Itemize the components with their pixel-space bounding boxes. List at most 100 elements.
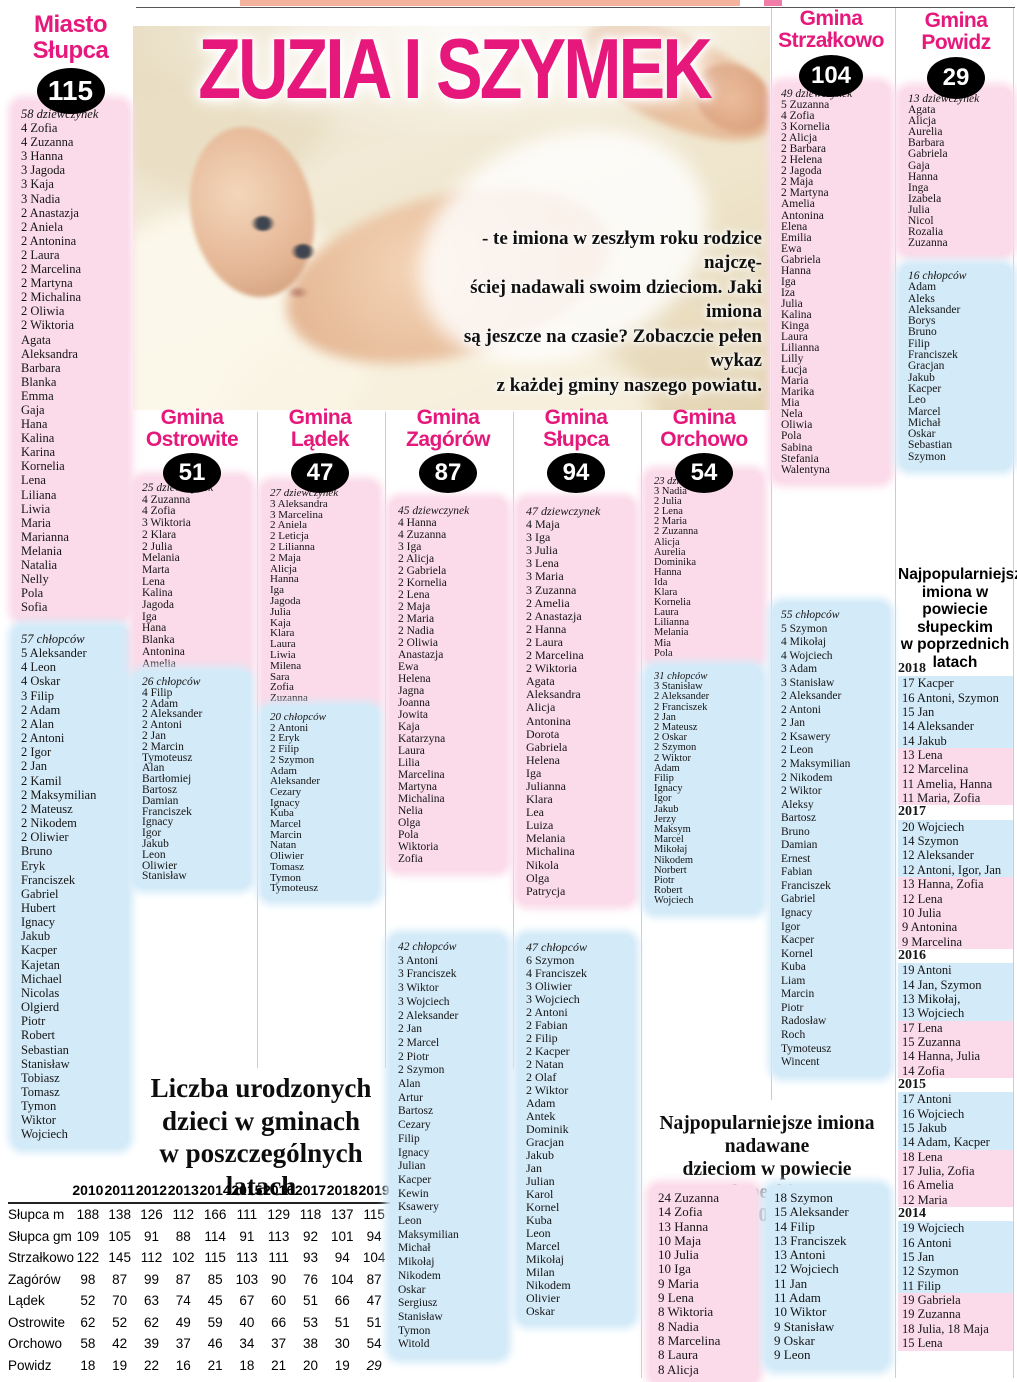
list-item: Zuzanna <box>908 237 948 250</box>
list-item: Jakub <box>908 371 935 384</box>
list-item: Aleksander <box>908 303 961 316</box>
list-item: Kuba <box>526 1213 552 1227</box>
list-item: Agata <box>21 332 51 347</box>
list-item: 2 Adam <box>21 702 61 717</box>
value-cell: 19 <box>112 1357 128 1373</box>
list-item: 9 Maria <box>658 1275 699 1291</box>
list-item: Lena <box>21 473 46 488</box>
list-item: 2 Laura <box>21 247 60 262</box>
list-item: Alicja <box>526 700 556 715</box>
row-label: Zagórów <box>8 1271 61 1287</box>
count-badge-gmina-zagorow: 87 <box>419 453 477 493</box>
value-cell: 22 <box>143 1357 159 1373</box>
list-item: 9 Leon <box>774 1347 811 1363</box>
list-item: 2 Maksymilian <box>21 787 97 802</box>
list-item: 2 Aleksander <box>781 690 842 703</box>
list-item: Sabina <box>781 441 813 454</box>
list-item: Kornelia <box>21 459 65 474</box>
list-item: Sergiusz <box>398 1297 438 1310</box>
list-item: 2 Laura <box>526 634 563 649</box>
list-item: 3 Nadia <box>21 191 61 206</box>
list-item: Ignacy <box>654 783 683 795</box>
list-item: Kornel <box>781 947 813 960</box>
list-item: Piotr <box>21 1014 46 1029</box>
list-item: Kuba <box>781 961 806 974</box>
list-item: 8 Laura <box>658 1347 699 1363</box>
list-item: Dominik <box>526 1122 569 1136</box>
value-cell: 53 <box>302 1314 318 1330</box>
list-item: Julian <box>398 1160 426 1173</box>
list-item: Gabriela <box>526 739 568 754</box>
history-entry: 19 Gabriela <box>898 1293 1014 1308</box>
list-item: 2 Barbara <box>781 143 827 156</box>
value-cell: 67 <box>239 1293 255 1308</box>
list-item: Kaja <box>270 616 291 629</box>
list-item: Kacper <box>781 934 815 947</box>
list-item: Jakub <box>142 837 169 850</box>
list-item: Szymon <box>908 450 946 463</box>
list-item: 2 Aniela <box>270 519 307 532</box>
list-item: 4 Wojciech <box>781 649 833 662</box>
list-item: Oskar <box>908 428 936 441</box>
list-item: 2 Igor <box>21 745 52 760</box>
list-item: Marianna <box>21 529 69 544</box>
list-item: Jerzy <box>654 813 677 825</box>
list-item: Hubert <box>21 900 56 915</box>
value-cell: 51 <box>334 1314 350 1330</box>
list-item: Michael <box>21 971 62 986</box>
list-item: Mia <box>781 397 800 410</box>
list-item: Amelia <box>781 198 815 211</box>
list-item: 2 Marcelina <box>526 648 584 663</box>
list-item: Emilia <box>781 231 812 244</box>
list-item: Franciszek <box>142 805 192 818</box>
list-item: 4 Zuzanna <box>21 135 74 150</box>
history-entry: 16 Antoni <box>898 1235 1014 1251</box>
history-entry: 16 Amelia <box>898 1178 1014 1193</box>
year-group-2017: 2017 20 Wojciech 14 Szymon 12 Aleksander 12 … <box>898 805 1014 949</box>
list-item: Rozalia <box>908 226 944 239</box>
value-cell: 76 <box>302 1271 318 1287</box>
year-header-cell: 2010 <box>72 1182 104 1198</box>
list-item: Stanisław <box>398 1310 443 1323</box>
list-item: Stanisław <box>21 1056 70 1071</box>
intro-line: są jeszcze na czasie? Zobaczcie pełen wy… <box>463 325 762 372</box>
list-item: 2 Antoni <box>526 1005 568 1019</box>
list-item: 3 Iga <box>398 541 422 553</box>
list-item: 2 Lena <box>398 589 430 601</box>
year-group-2015: 2015 17 Antoni 16 Wojciech 15 Jakub 14 Adam,… <box>898 1076 1014 1208</box>
list-item: 2 Aleksander <box>142 708 203 721</box>
list-item: Nicol <box>908 215 934 228</box>
year-label: 2015 <box>898 1076 926 1092</box>
list-item: Patrycja <box>526 883 566 898</box>
list-item: 2 Szymon <box>654 742 697 754</box>
list-item: 5 Szymon <box>781 622 828 635</box>
column-title-gmina-orchowo: Gmina Orchowo <box>646 406 762 452</box>
column-rule <box>513 412 514 1068</box>
list-item: Eryk <box>21 858 46 873</box>
history-entry: 19 Zuzanna <box>898 1307 1014 1322</box>
list-item: 4 Zofia <box>142 505 176 518</box>
list-item: Franciszek <box>908 349 958 362</box>
list-item: Piotr <box>654 875 675 887</box>
year-header-cell: 2017 <box>294 1182 327 1198</box>
list-item: 4 Franciszek <box>526 966 587 980</box>
list-item: Joanna <box>398 697 430 709</box>
list-item: 2 Maria <box>654 516 687 528</box>
list-item: Tymoteusz <box>142 751 193 764</box>
list-item: 2 Anastazja <box>21 205 79 220</box>
list-item: 2 Maja <box>781 176 814 189</box>
history-entry: 14 Jakub <box>898 733 1014 749</box>
list-item: 2 Olaf <box>526 1070 557 1084</box>
boys-list-gmina-slupca: 47 chłopców 6 Szymon 4 Franciszek 3 Oliwier… <box>518 935 634 1324</box>
list-item: 2 Filip <box>270 743 300 756</box>
value-cell: 37 <box>271 1336 287 1351</box>
list-item: Aleksandra <box>526 687 581 702</box>
list-item: Marcelina <box>398 769 445 781</box>
boys-count-header: 20 chłopców <box>270 711 326 723</box>
history-entry: 15 Jakub <box>898 1121 1014 1136</box>
value-cell: 104 <box>362 1250 386 1265</box>
baby-eye-shape <box>291 244 315 259</box>
year-header-cell: 2019 <box>358 1182 390 1198</box>
